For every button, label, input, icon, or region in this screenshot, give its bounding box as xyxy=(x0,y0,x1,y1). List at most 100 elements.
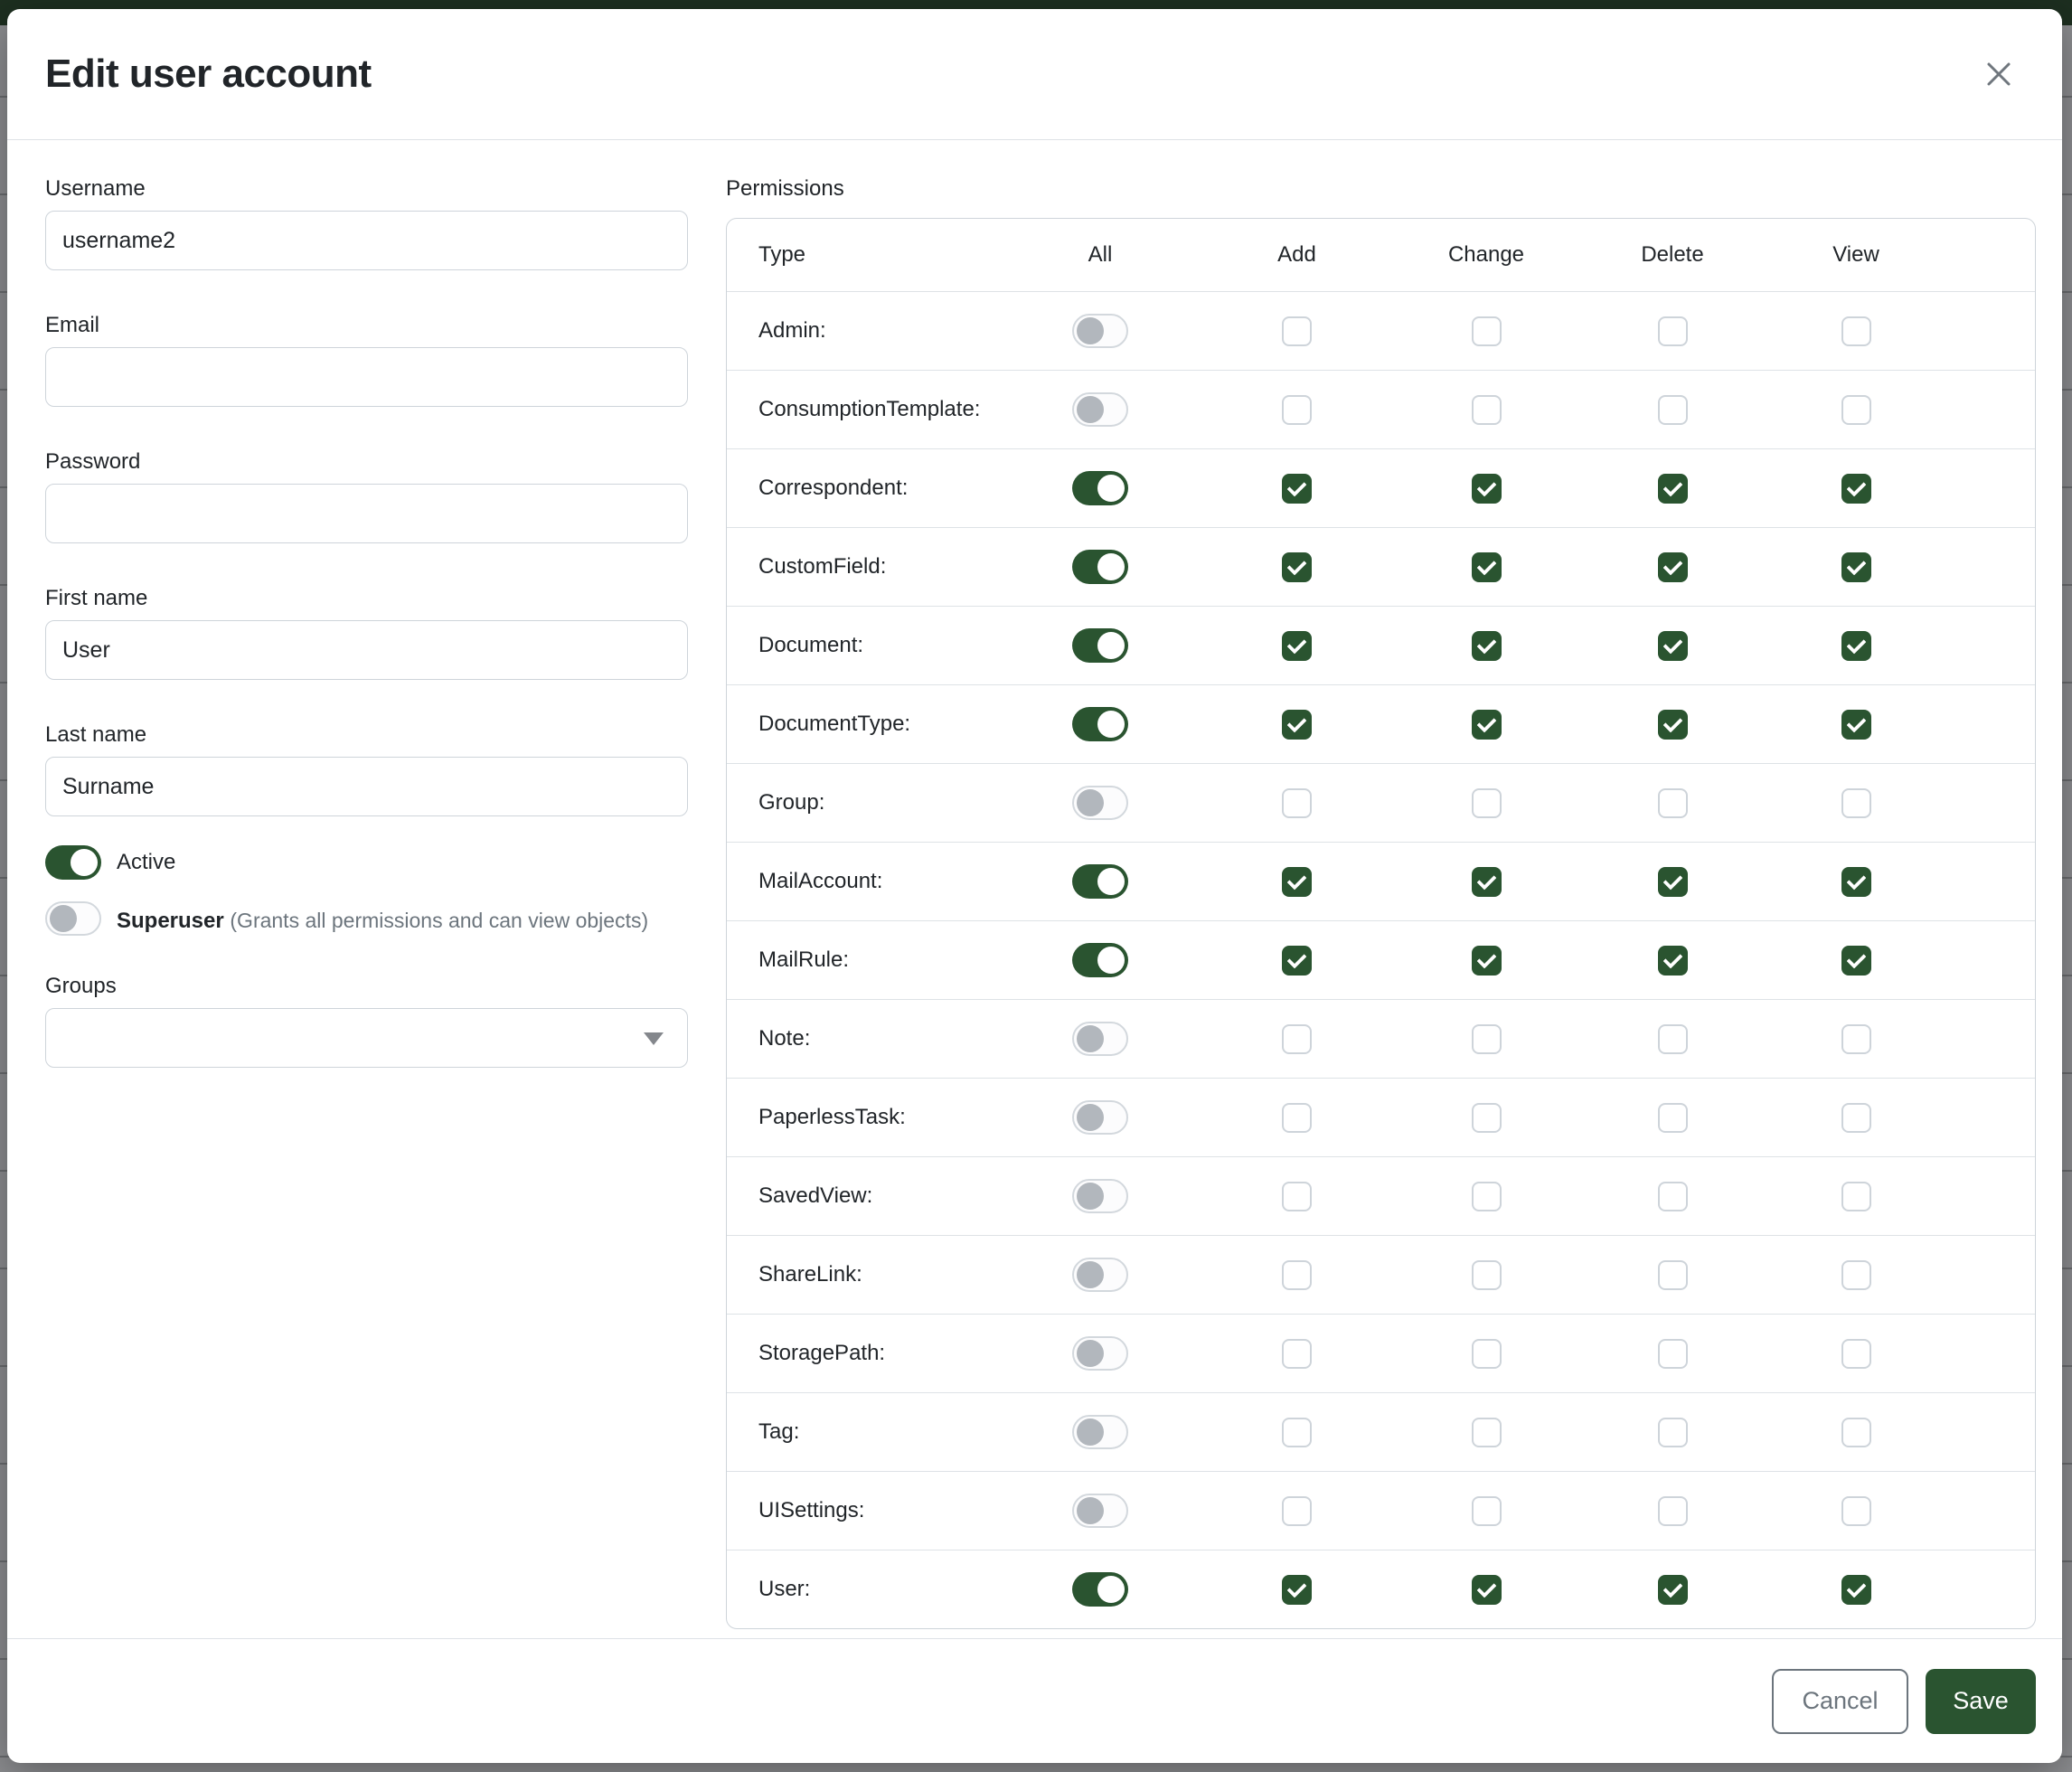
document-all-toggle[interactable] xyxy=(1072,628,1128,663)
password-input[interactable] xyxy=(45,484,688,543)
permissions-column-header: All xyxy=(1088,242,1113,267)
username-input[interactable] xyxy=(45,211,688,270)
savedview-view-checkbox[interactable] xyxy=(1841,1181,1871,1211)
correspondent-delete-checkbox[interactable] xyxy=(1657,473,1688,504)
admin-view-checkbox[interactable] xyxy=(1841,316,1871,346)
customfield-add-checkbox[interactable] xyxy=(1282,551,1312,582)
mailaccount-change-checkbox[interactable] xyxy=(1471,866,1502,897)
tag-change-checkbox[interactable] xyxy=(1471,1417,1502,1447)
correspondent-add-checkbox[interactable] xyxy=(1282,473,1312,504)
document-view-checkbox[interactable] xyxy=(1841,630,1871,661)
group-all-toggle[interactable] xyxy=(1072,786,1128,820)
mailrule-all-toggle[interactable] xyxy=(1072,943,1128,977)
admin-delete-checkbox[interactable] xyxy=(1657,316,1688,346)
group-change-checkbox[interactable] xyxy=(1471,787,1502,818)
paperlesstask-add-checkbox[interactable] xyxy=(1282,1102,1312,1133)
uisettings-add-checkbox[interactable] xyxy=(1282,1495,1312,1526)
active-toggle[interactable] xyxy=(45,845,101,880)
sharelink-delete-checkbox[interactable] xyxy=(1657,1259,1688,1290)
consumptiontemplate-delete-checkbox[interactable] xyxy=(1657,394,1688,425)
group-delete-checkbox[interactable] xyxy=(1657,787,1688,818)
tag-delete-checkbox[interactable] xyxy=(1657,1417,1688,1447)
mailrule-delete-checkbox[interactable] xyxy=(1657,945,1688,976)
password-label: Password xyxy=(45,449,141,474)
paperlesstask-change-checkbox[interactable] xyxy=(1471,1102,1502,1133)
correspondent-all-toggle[interactable] xyxy=(1072,471,1128,505)
savedview-change-checkbox[interactable] xyxy=(1471,1181,1502,1211)
sharelink-all-toggle[interactable] xyxy=(1072,1258,1128,1292)
customfield-delete-checkbox[interactable] xyxy=(1657,551,1688,582)
group-add-checkbox[interactable] xyxy=(1282,787,1312,818)
consumptiontemplate-change-checkbox[interactable] xyxy=(1471,394,1502,425)
user-change-checkbox[interactable] xyxy=(1471,1574,1502,1605)
last-name-input[interactable] xyxy=(45,757,688,816)
modal-footer: Cancel Save xyxy=(7,1638,2062,1763)
admin-change-checkbox[interactable] xyxy=(1471,316,1502,346)
user-all-toggle[interactable] xyxy=(1072,1572,1128,1607)
tag-view-checkbox[interactable] xyxy=(1841,1417,1871,1447)
document-change-checkbox[interactable] xyxy=(1471,630,1502,661)
sharelink-add-checkbox[interactable] xyxy=(1282,1259,1312,1290)
admin-add-checkbox[interactable] xyxy=(1282,316,1312,346)
user-add-checkbox[interactable] xyxy=(1282,1574,1312,1605)
groups-select[interactable] xyxy=(45,1008,688,1069)
sharelink-change-checkbox[interactable] xyxy=(1471,1259,1502,1290)
uisettings-change-checkbox[interactable] xyxy=(1471,1495,1502,1526)
user-view-checkbox[interactable] xyxy=(1841,1574,1871,1605)
storagepath-change-checkbox[interactable] xyxy=(1471,1338,1502,1369)
mailrule-change-checkbox[interactable] xyxy=(1471,945,1502,976)
mailrule-add-checkbox[interactable] xyxy=(1282,945,1312,976)
correspondent-change-checkbox[interactable] xyxy=(1471,473,1502,504)
documenttype-add-checkbox[interactable] xyxy=(1282,709,1312,740)
customfield-change-checkbox[interactable] xyxy=(1471,551,1502,582)
storagepath-add-checkbox[interactable] xyxy=(1282,1338,1312,1369)
note-change-checkbox[interactable] xyxy=(1471,1023,1502,1054)
savedview-all-toggle[interactable] xyxy=(1072,1179,1128,1213)
paperlesstask-delete-checkbox[interactable] xyxy=(1657,1102,1688,1133)
mailrule-view-checkbox[interactable] xyxy=(1841,945,1871,976)
paperlesstask-view-checkbox[interactable] xyxy=(1841,1102,1871,1133)
close-icon[interactable] xyxy=(1975,51,2022,98)
documenttype-all-toggle[interactable] xyxy=(1072,707,1128,741)
paperlesstask-all-toggle[interactable] xyxy=(1072,1100,1128,1135)
note-delete-checkbox[interactable] xyxy=(1657,1023,1688,1054)
storagepath-delete-checkbox[interactable] xyxy=(1657,1338,1688,1369)
admin-all-toggle[interactable] xyxy=(1072,314,1128,348)
user-delete-checkbox[interactable] xyxy=(1657,1574,1688,1605)
consumptiontemplate-all-toggle[interactable] xyxy=(1072,392,1128,427)
cancel-button[interactable]: Cancel xyxy=(1772,1668,1908,1734)
email-input[interactable] xyxy=(45,347,688,407)
tag-all-toggle[interactable] xyxy=(1072,1415,1128,1449)
tag-add-checkbox[interactable] xyxy=(1282,1417,1312,1447)
mailaccount-all-toggle[interactable] xyxy=(1072,864,1128,899)
mailaccount-delete-checkbox[interactable] xyxy=(1657,866,1688,897)
storagepath-all-toggle[interactable] xyxy=(1072,1336,1128,1371)
permission-row: Admin: xyxy=(727,291,2035,370)
savedview-add-checkbox[interactable] xyxy=(1282,1181,1312,1211)
uisettings-all-toggle[interactable] xyxy=(1072,1494,1128,1528)
customfield-view-checkbox[interactable] xyxy=(1841,551,1871,582)
document-add-checkbox[interactable] xyxy=(1282,630,1312,661)
consumptiontemplate-add-checkbox[interactable] xyxy=(1282,394,1312,425)
document-delete-checkbox[interactable] xyxy=(1657,630,1688,661)
documenttype-view-checkbox[interactable] xyxy=(1841,709,1871,740)
mailaccount-view-checkbox[interactable] xyxy=(1841,866,1871,897)
savedview-delete-checkbox[interactable] xyxy=(1657,1181,1688,1211)
uisettings-view-checkbox[interactable] xyxy=(1841,1495,1871,1526)
note-all-toggle[interactable] xyxy=(1072,1022,1128,1056)
mailaccount-add-checkbox[interactable] xyxy=(1282,866,1312,897)
storagepath-view-checkbox[interactable] xyxy=(1841,1338,1871,1369)
group-view-checkbox[interactable] xyxy=(1841,787,1871,818)
documenttype-change-checkbox[interactable] xyxy=(1471,709,1502,740)
superuser-toggle[interactable] xyxy=(45,901,101,936)
consumptiontemplate-view-checkbox[interactable] xyxy=(1841,394,1871,425)
sharelink-view-checkbox[interactable] xyxy=(1841,1259,1871,1290)
note-add-checkbox[interactable] xyxy=(1282,1023,1312,1054)
correspondent-view-checkbox[interactable] xyxy=(1841,473,1871,504)
save-button[interactable]: Save xyxy=(1926,1668,2036,1734)
first-name-input[interactable] xyxy=(45,620,688,680)
uisettings-delete-checkbox[interactable] xyxy=(1657,1495,1688,1526)
note-view-checkbox[interactable] xyxy=(1841,1023,1871,1054)
documenttype-delete-checkbox[interactable] xyxy=(1657,709,1688,740)
customfield-all-toggle[interactable] xyxy=(1072,550,1128,584)
